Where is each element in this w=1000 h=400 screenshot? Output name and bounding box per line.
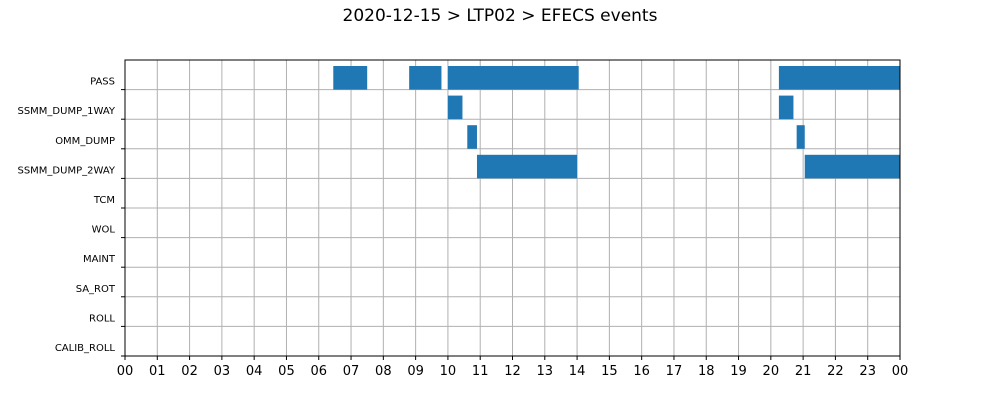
event-bar	[467, 125, 477, 149]
event-bar	[778, 66, 900, 90]
x-tick-label: 00	[117, 364, 134, 379]
y-tick-label: WOL	[92, 225, 116, 236]
chart-title: 2020-12-15 > LTP02 > EFECS events	[342, 6, 658, 26]
x-tick-label: 17	[666, 364, 683, 379]
x-tick-label: 22	[827, 364, 844, 379]
event-bar	[476, 154, 578, 179]
y-tick-label: OMM_DUMP	[55, 136, 115, 147]
x-tick-label: 14	[569, 364, 586, 379]
x-tick-label: 23	[859, 364, 876, 379]
y-tick-label: SA_ROT	[76, 284, 116, 295]
event-bar	[333, 66, 368, 90]
event-bar	[447, 66, 579, 90]
event-bars	[333, 66, 900, 179]
x-tick-label: 13	[537, 364, 554, 379]
x-tick-label: 02	[181, 364, 198, 379]
x-tick-label: 07	[343, 364, 360, 379]
x-tick-label: 16	[633, 364, 650, 379]
x-tick-label: 08	[375, 364, 392, 379]
x-tick-label: 15	[601, 364, 618, 379]
y-tick-label: TCM	[93, 195, 115, 206]
y-tick-label: SSMM_DUMP_1WAY	[17, 106, 115, 117]
event-bar	[804, 154, 900, 179]
y-tick-label: SSMM_DUMP_2WAY	[17, 165, 115, 176]
event-bar	[409, 66, 442, 90]
x-tick-label: 03	[214, 364, 231, 379]
x-tick-label: 10	[440, 364, 457, 379]
y-axis-ticks: PASS SSMM_DUMP_1WAY OMM_DUMP SSMM_DUMP_2WAY…	[17, 77, 125, 357]
x-tick-label: 11	[472, 364, 489, 379]
x-tick-label: 12	[504, 364, 521, 379]
x-tick-label: 04	[246, 364, 263, 379]
x-tick-label: 09	[407, 364, 424, 379]
y-tick-label: ROLL	[89, 313, 115, 324]
x-tick-label: 19	[730, 364, 747, 379]
x-tick-label: 01	[149, 364, 166, 379]
x-tick-label: 05	[278, 364, 295, 379]
event-bar	[778, 95, 794, 120]
y-tick-label: MAINT	[83, 254, 116, 265]
x-tick-label: 00	[892, 364, 909, 379]
x-tick-label: 21	[795, 364, 812, 379]
x-tick-label: 20	[763, 364, 780, 379]
x-tick-label: 06	[310, 364, 327, 379]
x-axis-ticks: 00 01 02 03 04 05 06 07 08 09 10 11 12 13 14 15 16 17 18 19…	[117, 356, 909, 379]
event-bar	[447, 95, 463, 120]
y-tick-label: PASS	[90, 77, 115, 88]
x-tick-label: 18	[698, 364, 715, 379]
y-tick-label: CALIB_ROLL	[55, 343, 116, 354]
event-bar	[796, 125, 805, 149]
